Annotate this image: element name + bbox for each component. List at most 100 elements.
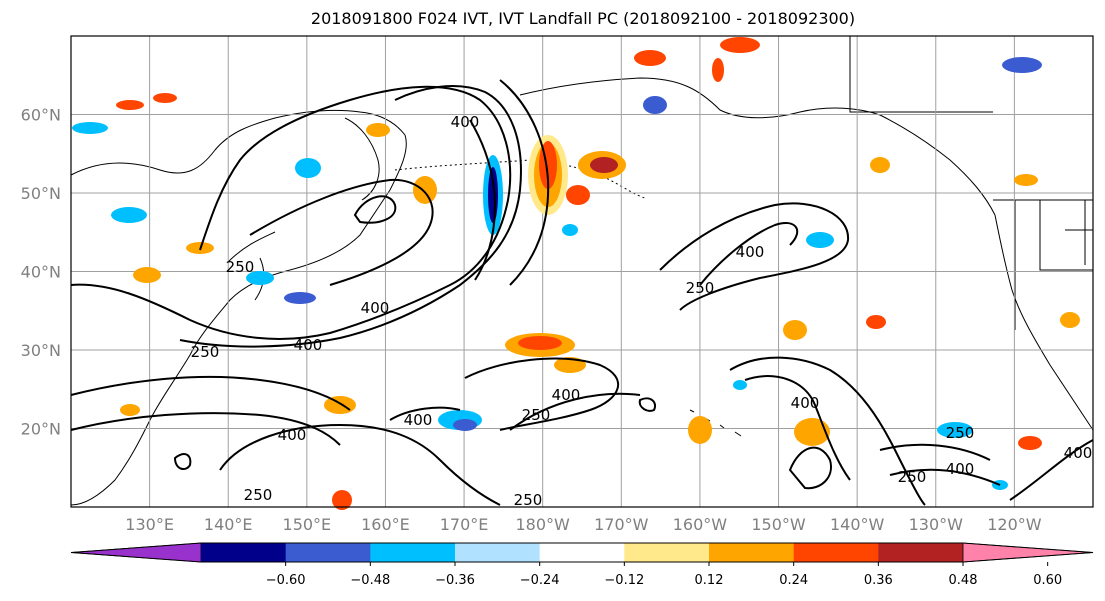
contour-line xyxy=(70,375,351,411)
contour-line xyxy=(699,222,799,286)
lon-tick-label: 150°W xyxy=(751,515,806,534)
colorbar-bin xyxy=(370,543,456,562)
contour-line xyxy=(389,406,461,421)
shade-positive xyxy=(688,416,712,444)
shade-negative xyxy=(246,271,274,285)
shade-positive xyxy=(518,336,562,350)
colorbar-bin xyxy=(285,543,371,562)
shade-negative xyxy=(643,96,667,114)
lon-tick-label: 140°E xyxy=(204,515,253,534)
contour-label: 250 xyxy=(686,279,715,297)
colorbar-tick-label: 0.60 xyxy=(1033,573,1062,588)
lon-tick-label: 170°W xyxy=(594,515,649,534)
lon-tick-label: 160°E xyxy=(361,515,410,534)
shade-positive xyxy=(120,404,140,416)
shade-negative xyxy=(806,232,834,248)
shade-negative xyxy=(562,224,578,236)
shade-positive xyxy=(870,157,890,173)
lon-tick-label: 130°E xyxy=(125,515,174,534)
longitude-tick-labels: 130°E 140°E 150°E 160°E 170°E 180°W 170°W 160°W… xyxy=(125,515,1041,534)
shade-positive xyxy=(712,58,724,82)
shade-negative xyxy=(295,158,321,178)
contour-label: 400 xyxy=(791,394,820,412)
shade-positive xyxy=(634,50,666,66)
ivt-contours xyxy=(70,79,1094,506)
colorbar-tick-label: −0.48 xyxy=(350,573,390,588)
colorbar-tick-label: −0.60 xyxy=(266,573,306,588)
canada-border xyxy=(849,36,993,113)
us-state-lines xyxy=(1014,200,1093,330)
shade-positive xyxy=(1014,174,1038,186)
colorbar-tick-label: −0.24 xyxy=(520,573,560,588)
contour-line xyxy=(70,412,341,446)
lon-tick-label: 130°W xyxy=(909,515,964,534)
contour-line xyxy=(889,468,1001,486)
shade-negative xyxy=(1002,57,1042,73)
lat-tick-label: 50°N xyxy=(21,184,61,203)
colorbar-bin xyxy=(793,543,879,562)
contour-line xyxy=(788,446,832,490)
contour-line xyxy=(70,85,512,340)
lon-tick-label: 120°W xyxy=(987,515,1042,534)
lat-tick-label: 30°N xyxy=(21,341,61,360)
contour-line xyxy=(509,392,641,431)
colorbar-tick-label: 0.12 xyxy=(695,573,724,588)
contour-line xyxy=(729,356,926,506)
contour-line xyxy=(173,453,192,471)
contour-label: 400 xyxy=(404,411,433,429)
lon-tick-label: 180°W xyxy=(516,515,571,534)
contour-label: 250 xyxy=(514,491,543,509)
contour-label: 400 xyxy=(294,336,323,354)
contour-label: 250 xyxy=(946,424,975,442)
latitude-tick-labels: 20°N 30°N 40°N 50°N 60°N xyxy=(21,106,61,439)
shade-positive xyxy=(153,93,177,103)
contour-line xyxy=(249,178,434,286)
shade-positive xyxy=(332,490,352,510)
shade-positive xyxy=(590,157,618,173)
colorbar-tick-label: −0.12 xyxy=(604,573,644,588)
colorbar-tick-label: 0.36 xyxy=(864,573,893,588)
shade-positive xyxy=(1018,436,1042,450)
contour-line xyxy=(659,202,850,311)
colorbar-bin xyxy=(624,543,710,562)
shade-negative xyxy=(284,292,316,304)
shade-positive xyxy=(133,267,161,283)
colorbar-tick-label: 0.48 xyxy=(949,573,978,588)
shade-positive xyxy=(783,320,807,340)
shade-positive xyxy=(366,123,390,137)
contour-line xyxy=(353,195,397,224)
colorbar-bin xyxy=(455,543,541,562)
contour-label: 250 xyxy=(191,343,220,361)
shade-positive xyxy=(1060,312,1080,328)
colorbar-outline xyxy=(70,542,1094,563)
shade-positive xyxy=(566,185,590,205)
contour-line xyxy=(179,85,522,348)
asia-coast xyxy=(70,109,407,506)
map-panel: 400 400 400 250 250 400 400 250 400 250 … xyxy=(70,35,1094,510)
shade-negative xyxy=(937,422,973,438)
contour-label: 250 xyxy=(226,258,255,276)
contour-label: 250 xyxy=(898,468,927,486)
shade-negative xyxy=(733,380,747,390)
contour-label: 250 xyxy=(522,406,551,424)
contour-label: 400 xyxy=(361,299,390,317)
map-frame xyxy=(70,35,1094,508)
contour-line xyxy=(464,357,620,431)
contour-line xyxy=(469,119,497,281)
aleutian-chain xyxy=(394,159,646,199)
colorbar: −0.60 −0.48 −0.36 −0.24 −0.12 0.12 0.24 0.36 0.4… xyxy=(70,542,1094,588)
colorbar-bin xyxy=(201,543,287,562)
shade-positive xyxy=(794,418,830,446)
contour-line xyxy=(744,375,851,481)
colorbar-tick-label: 0.24 xyxy=(779,573,808,588)
shade-negative xyxy=(72,122,108,134)
lat-tick-label: 20°N xyxy=(21,420,61,439)
contour-line xyxy=(879,443,991,461)
colorbar-tick-label: −0.36 xyxy=(435,573,475,588)
lat-tick-label: 40°N xyxy=(21,263,61,282)
colorbar-bin xyxy=(539,543,625,562)
kamchatka-coast xyxy=(344,117,380,201)
shade-negative xyxy=(111,207,147,223)
shade-positive xyxy=(720,37,760,53)
